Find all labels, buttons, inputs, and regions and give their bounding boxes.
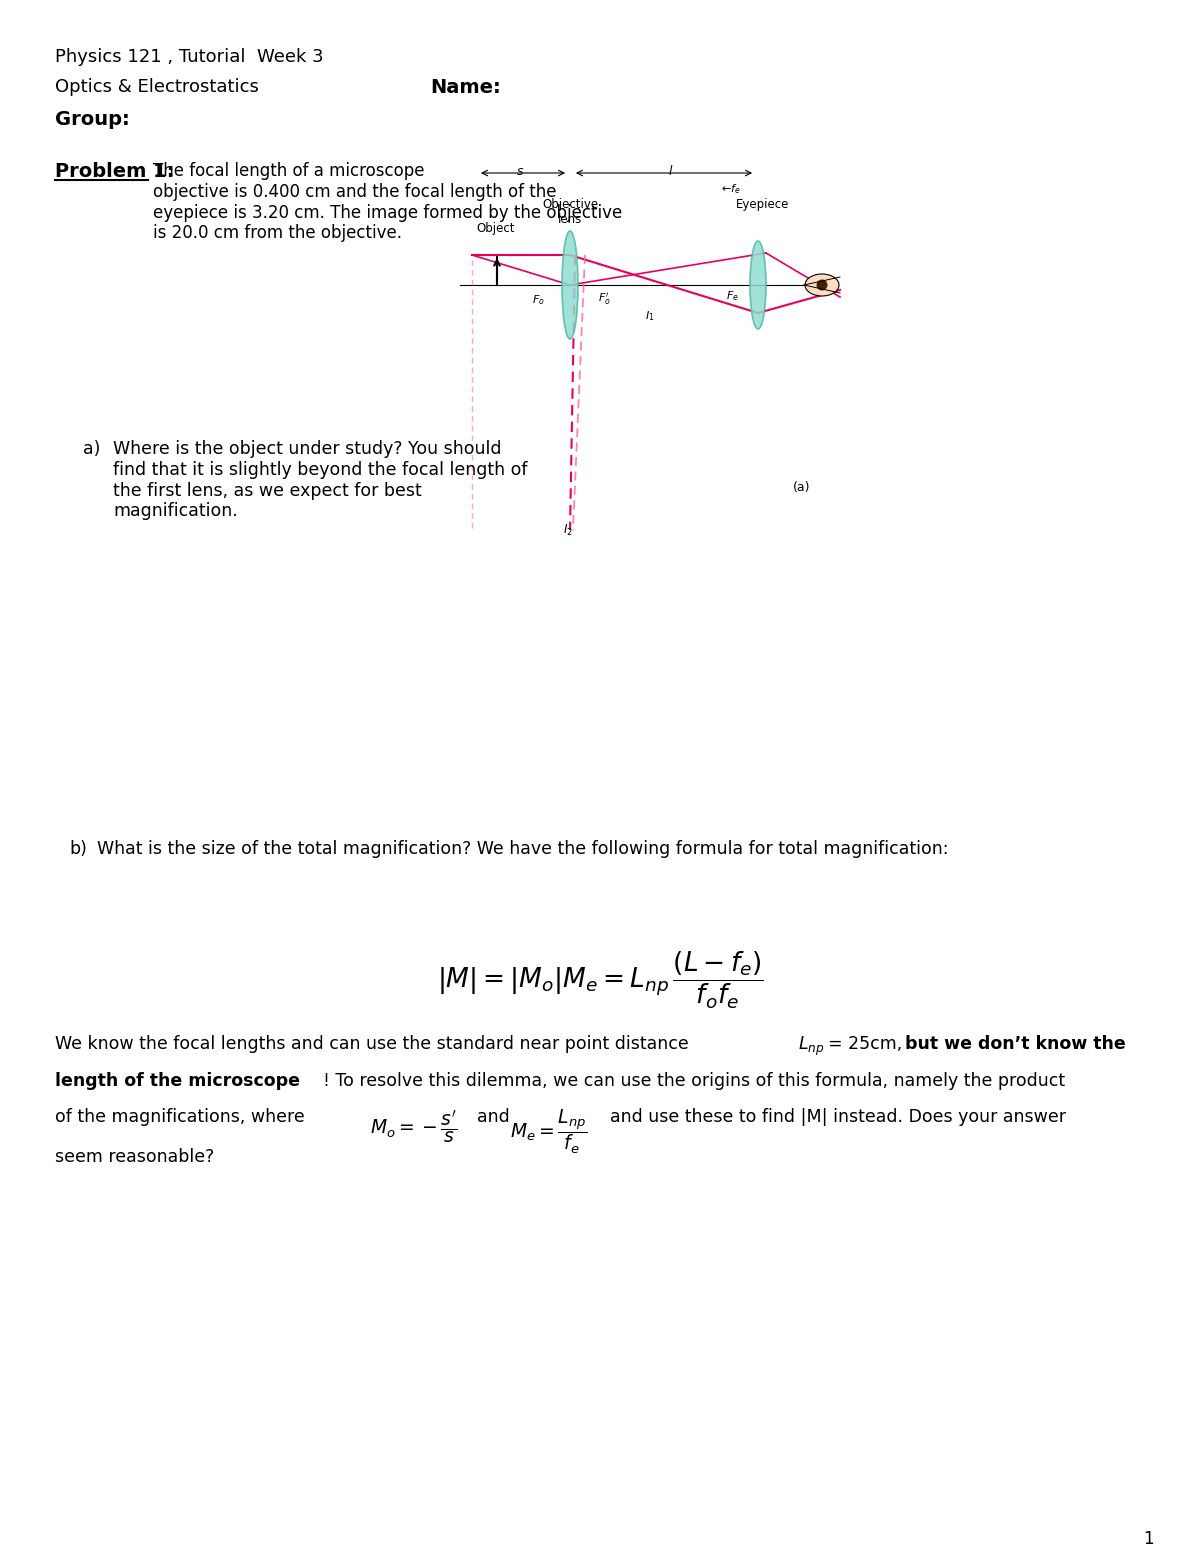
Text: Objective
lens: Objective lens (542, 197, 598, 227)
Text: seem reasonable?: seem reasonable? (55, 1148, 215, 1166)
Text: s: s (517, 165, 523, 179)
Text: and use these to find |M| instead. Does your answer: and use these to find |M| instead. Does … (610, 1107, 1066, 1126)
Text: $I_2$: $I_2$ (563, 523, 572, 537)
Text: 1: 1 (1142, 1530, 1153, 1548)
Text: Name:: Name: (430, 78, 500, 96)
Text: $\leftarrow\! f_e$: $\leftarrow\! f_e$ (719, 182, 742, 196)
Text: a): a) (83, 439, 101, 458)
Ellipse shape (805, 273, 839, 297)
Text: of the magnifications, where: of the magnifications, where (55, 1107, 311, 1126)
Text: $F_o$: $F_o$ (532, 294, 545, 307)
Text: (a): (a) (793, 481, 811, 494)
Ellipse shape (750, 241, 766, 329)
Text: but we don’t know the: but we don’t know the (905, 1034, 1126, 1053)
Text: $F_e$: $F_e$ (726, 289, 738, 303)
Ellipse shape (562, 231, 578, 339)
Text: = 25cm,: = 25cm, (828, 1034, 907, 1053)
Text: Eyepiece: Eyepiece (737, 197, 790, 211)
Text: Problem 1:: Problem 1: (55, 162, 174, 182)
Text: b): b) (70, 840, 86, 857)
Text: Physics 121 , Tutorial  Week 3: Physics 121 , Tutorial Week 3 (55, 48, 324, 65)
Text: $M_o = -\dfrac{s'}{s}$: $M_o = -\dfrac{s'}{s}$ (370, 1107, 457, 1145)
Text: ! To resolve this dilemma, we can use the origins of this formula, namely the pr: ! To resolve this dilemma, we can use th… (323, 1072, 1066, 1090)
Text: We know the focal lengths and can use the standard near point distance: We know the focal lengths and can use th… (55, 1034, 695, 1053)
Text: $L_{np}$: $L_{np}$ (798, 1034, 824, 1058)
Text: The focal length of a microscope
objective is 0.400 cm and the focal length of t: The focal length of a microscope objecti… (154, 162, 623, 242)
Text: $M_e = \dfrac{L_{np}}{f_e}$: $M_e = \dfrac{L_{np}}{f_e}$ (510, 1107, 588, 1157)
Text: length of the microscope: length of the microscope (55, 1072, 300, 1090)
Text: $|M| = |M_o|M_e = L_{np}\,\dfrac{(L - f_e)}{f_o f_e}$: $|M| = |M_o|M_e = L_{np}\,\dfrac{(L - f_… (437, 950, 763, 1011)
Text: Object: Object (476, 222, 515, 235)
Text: and: and (478, 1107, 515, 1126)
Text: $F_o'$: $F_o'$ (598, 290, 611, 307)
Text: Where is the object under study? You should
find that it is slightly beyond the : Where is the object under study? You sho… (113, 439, 528, 520)
Text: $I_1$: $I_1$ (646, 309, 655, 323)
Text: Optics & Electrostatics: Optics & Electrostatics (55, 78, 259, 96)
Text: What is the size of the total magnification? We have the following formula for t: What is the size of the total magnificat… (97, 840, 948, 857)
Text: l: l (668, 165, 672, 179)
Text: Group:: Group: (55, 110, 130, 129)
Circle shape (816, 280, 828, 290)
